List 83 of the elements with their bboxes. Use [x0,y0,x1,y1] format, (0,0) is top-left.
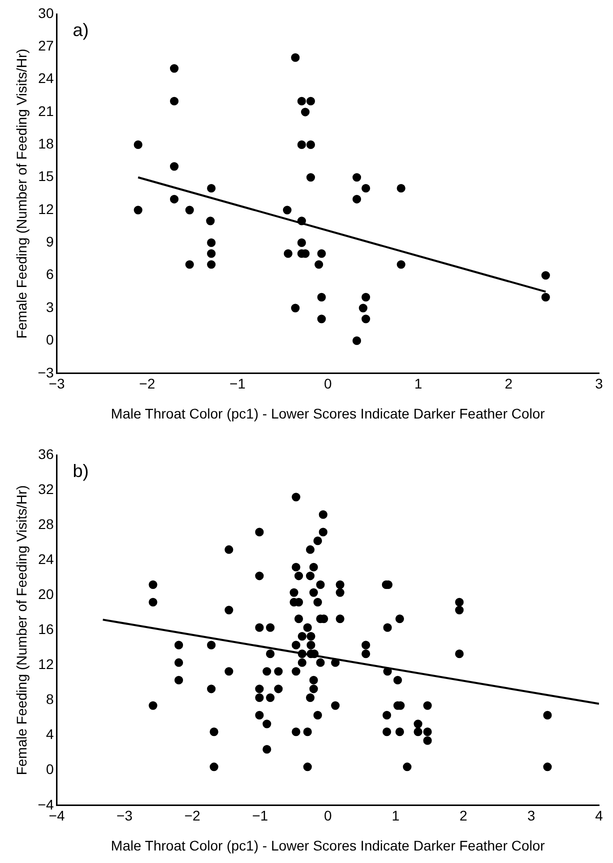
y-tick-label: −3 [38,364,54,380]
x-tick-label: 4 [595,808,604,824]
y-tick-label: 0 [46,761,54,778]
y-tick-label: 15 [38,168,54,184]
y-tick-label: 8 [46,691,54,708]
point [282,206,292,214]
point [396,260,406,269]
y-tick-label: 6 [46,266,54,282]
y-tick-label: −4 [38,796,54,812]
point [541,292,550,302]
x-tick-label: 1 [392,808,400,824]
y-tick-label: 21 [38,102,54,119]
y-tick-label: 24 [38,70,54,86]
x-axis-title: Male Throat Color (pc1) - Lower Scores Indicate Darker Feather Color [110,405,546,422]
point [207,249,216,258]
x-tick-label: 3 [527,808,536,824]
y-tick-label: 18 [38,136,54,152]
x-tick-label: 1 [414,376,422,392]
point [314,260,324,269]
point [317,249,326,258]
x-tick-label: −3 [116,808,133,824]
point [291,304,300,312]
point [185,206,194,214]
x-tick-label: 0 [324,376,332,392]
x-axis-title: Male Throat Color (pc1) - Lower Scores Indicate Darker Feather Color [110,837,546,854]
point [362,314,370,324]
point [297,140,306,149]
y-tick-label: 3 [46,298,54,315]
point [284,249,292,258]
annotation: a) [72,20,89,40]
point [207,184,216,193]
x-tick-label: −1 [252,808,268,824]
y-tick-label: 32 [38,480,54,497]
point [352,173,362,182]
point [362,292,370,302]
point [541,271,550,280]
y-tick-label: 20 [38,586,54,602]
x-tick-label: −2 [184,808,201,824]
y-tick-label: 9 [46,234,54,250]
y-tick-label: 4 [46,726,54,742]
point [306,173,316,182]
point [396,184,406,193]
point [297,216,306,226]
point [170,194,179,204]
point [300,108,310,116]
point [358,304,368,312]
annotation: b) [72,460,89,481]
point [207,260,216,269]
y-axis-title: Female Feeding (Number of Feeding Visits/Hr) [13,485,30,776]
y-tick-label: 24 [38,550,54,567]
y-tick-label: 30 [38,4,54,21]
point [170,64,179,73]
point [306,96,316,106]
point [206,216,215,226]
point [306,140,316,149]
point [170,96,179,106]
point [297,238,306,248]
y-tick-label: 16 [38,621,54,638]
point [185,260,194,269]
y-tick-label: 12 [38,656,54,672]
y-axis-title: Female Feeding (Number of Feeding Visits/Hr) [13,48,30,339]
point [317,314,326,324]
point [317,292,326,302]
point [134,140,142,149]
y-tick-label: 36 [38,446,54,462]
point [352,336,362,346]
y-tick-label: 28 [38,516,54,532]
y-tick-label: 27 [38,38,54,54]
y-tick-label: 0 [46,332,54,348]
point [352,194,362,204]
point [297,96,306,106]
x-tick-label: 0 [324,808,332,824]
point [291,53,300,62]
point [134,206,142,214]
point [207,238,216,248]
point [362,184,370,193]
x-tick-label: 2 [460,808,468,824]
x-tick-label: 3 [595,376,604,392]
point [170,162,179,171]
x-tick-label: 2 [504,376,513,392]
y-tick-label: 12 [38,200,54,217]
x-tick-label: −1 [230,376,246,392]
x-tick-label: −2 [139,376,156,392]
